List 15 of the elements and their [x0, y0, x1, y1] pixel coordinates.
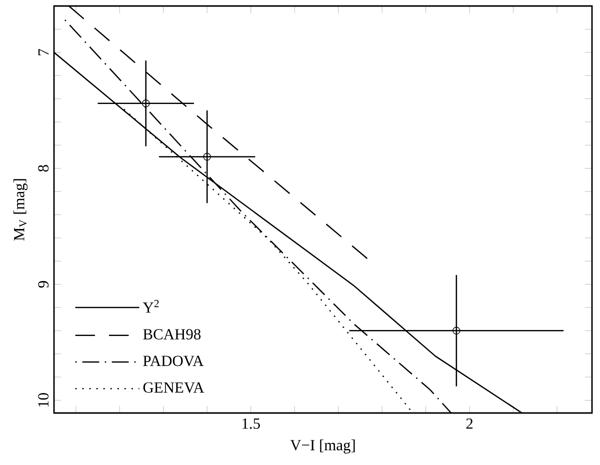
y-tick-label: 7	[38, 48, 49, 56]
legend-label: BCAH98	[143, 329, 201, 340]
y-tick-label: 10	[38, 393, 49, 407]
legend-label: PADOVA	[143, 356, 204, 366]
legend-label: GENEVA	[143, 382, 204, 393]
point	[142, 100, 150, 108]
x-tick-label: 1.5	[242, 418, 260, 429]
point	[452, 326, 460, 335]
y-tick-label: 8	[38, 165, 49, 172]
point	[203, 152, 211, 161]
y-axis-title: M$_{V}$ [mag]	[13, 179, 28, 241]
x-tick-label: 2	[466, 418, 473, 429]
y-tick-label: 9	[38, 281, 49, 288]
x-axis-title: V−I [mag]	[290, 439, 355, 454]
legend-label: Y$^{2}$	[142, 300, 159, 313]
